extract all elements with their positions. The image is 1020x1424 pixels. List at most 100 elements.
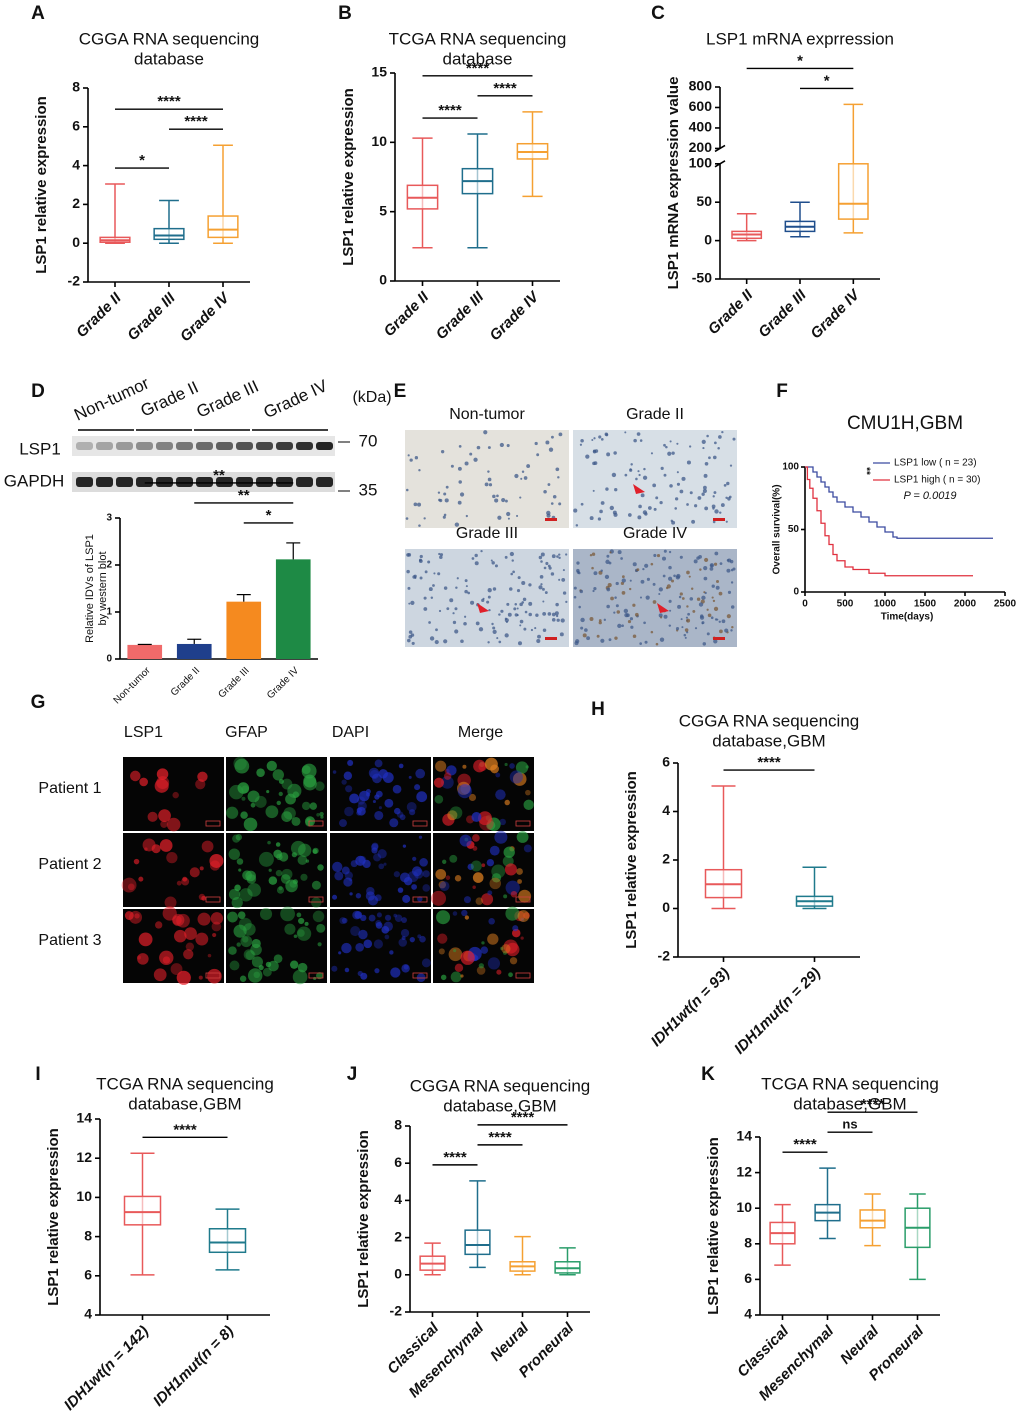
nucleus [410,600,415,605]
signal [134,913,140,919]
nucleus [522,597,527,602]
nucleus [630,463,633,466]
y-tick-label: 100 [782,462,799,473]
nucleus [624,613,629,618]
signal [495,789,506,800]
nucleus [501,497,506,503]
scale-bar [308,820,324,827]
signal [415,768,426,779]
nucleus [498,640,502,644]
signal [281,868,293,880]
nucleus [520,477,523,480]
x-tick-label: Grade II [73,289,125,341]
signal [487,933,499,945]
signal [251,956,263,968]
nucleus [480,549,483,553]
nucleus [712,520,716,524]
signal [509,770,523,784]
signal [504,799,510,806]
nucleus [629,617,634,621]
signal [502,950,508,955]
signal [478,963,485,969]
signal [475,897,484,905]
y-tick-label: 0 [662,899,670,915]
nucleus [580,502,584,506]
nucleus [437,491,441,494]
nucleus [702,447,705,450]
signal [345,785,353,793]
group-label: Grade III [194,376,262,421]
nucleus [536,638,541,644]
nucleus [606,604,610,609]
nucleus [542,628,547,632]
nucleus [635,477,638,481]
signal [292,969,308,985]
nucleus [465,585,468,588]
nucleus [562,591,567,595]
nucleus [521,580,526,585]
nucleus [665,586,669,590]
signal [460,974,464,978]
signal [487,890,493,896]
nucleus [555,602,559,607]
nucleus [439,553,444,557]
signal [516,868,523,875]
nucleus [684,628,689,632]
nucleus [557,476,560,479]
signal [242,936,249,943]
band-label: GAPDH [4,471,64,490]
y-tick-label: 3 [106,513,112,524]
signal [438,948,445,955]
nucleus [514,613,519,617]
signal [470,860,482,872]
nucleus [593,571,598,576]
blot-band [176,477,193,487]
nucleus [652,483,657,488]
nucleus [636,568,640,572]
nucleus [604,432,608,436]
nucleus [535,613,539,617]
signal [238,868,242,872]
nucleus [487,641,490,644]
nucleus [580,617,585,623]
nucleus [721,619,726,624]
signal [331,965,338,972]
nucleus [710,616,714,620]
nucleus [560,618,565,623]
nucleus [679,555,683,559]
y-tick-label: 14 [736,1128,752,1144]
signal [124,911,134,920]
signal [408,775,412,779]
scale-bar [515,896,531,903]
nucleus [551,554,556,559]
box [208,1228,247,1254]
blot-band [256,442,273,450]
nucleus [592,589,595,593]
scale-bar [205,820,221,827]
y-tick-label: 4 [72,156,80,172]
nucleus [419,576,423,580]
signal [229,960,240,971]
signal [341,779,347,785]
nucleus [490,559,493,562]
nucleus [406,569,410,574]
y-tick-label: 8 [84,1227,92,1243]
signal [409,937,415,943]
fluorescence-image [226,909,327,983]
row-label: Patient 3 [38,932,101,949]
nucleus [428,587,433,592]
nucleus [731,625,734,629]
nucleus [496,637,499,640]
signal [155,921,163,929]
nucleus [440,449,445,454]
signal [349,793,360,804]
nucleus [624,431,627,434]
signal [283,807,296,820]
nucleus [454,522,460,527]
nucleus [655,496,659,500]
y-axis-label: LSP1 relative expression [705,1137,722,1315]
signal [236,942,241,947]
signal [494,830,508,844]
signal [349,878,353,882]
signal [236,858,244,865]
